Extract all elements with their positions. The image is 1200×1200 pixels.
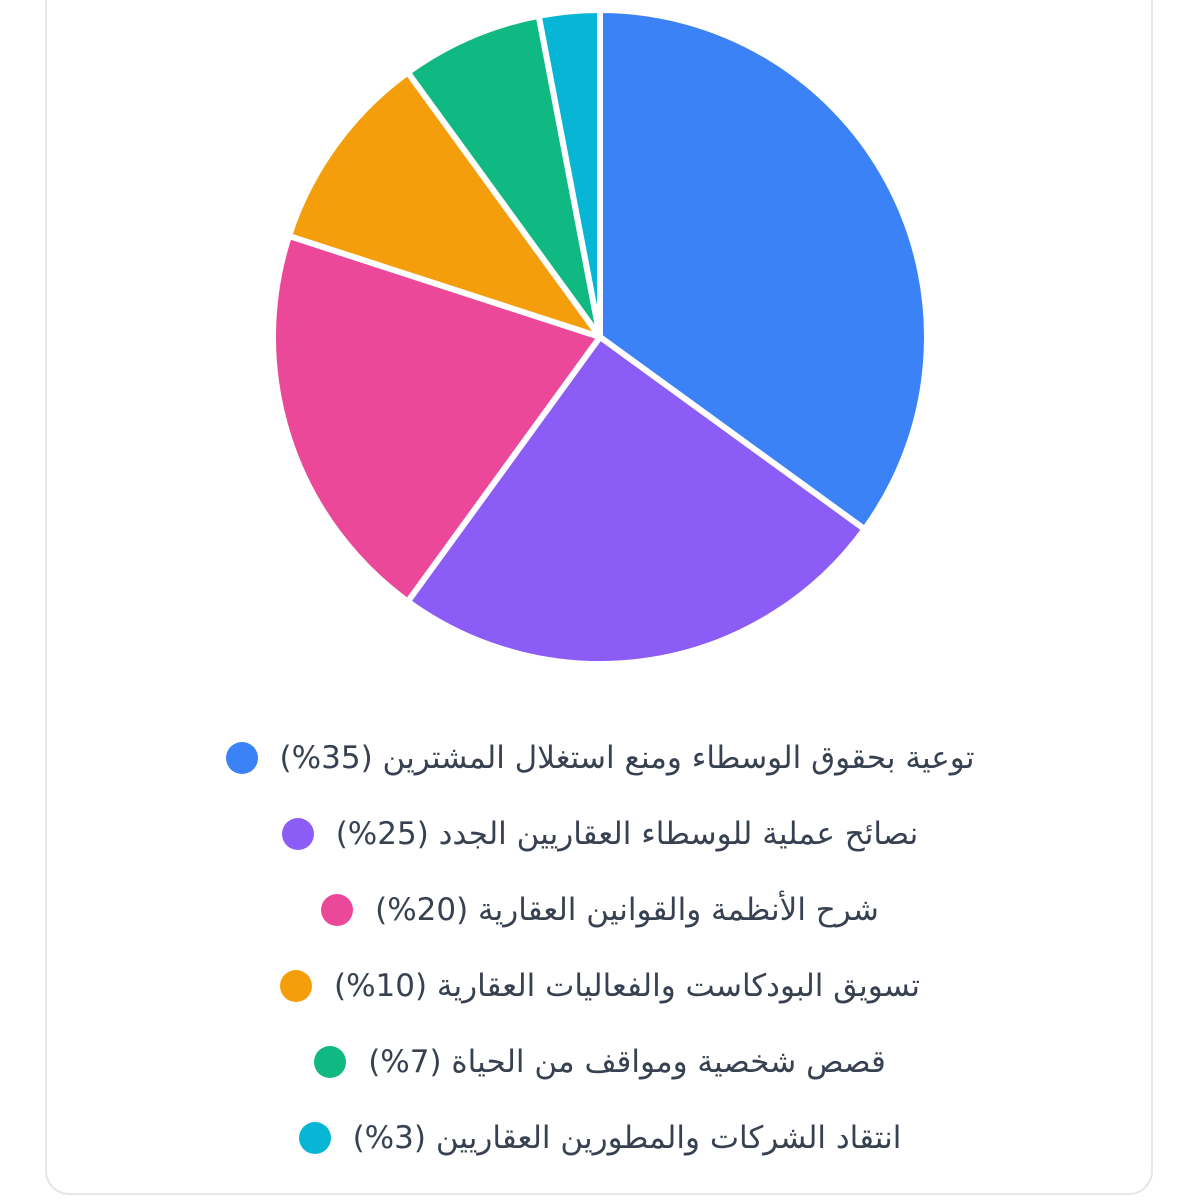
legend-label: قصص شخصية ومواقف من الحياة (7%) <box>368 1044 886 1080</box>
legend-item[interactable]: شرح الأنظمة والقوانين العقارية (20%) <box>0 872 1200 948</box>
pie-slice[interactable] <box>270 232 603 605</box>
legend-label: تسويق البودكاست والفعاليات العقارية (10%… <box>333 968 921 1004</box>
legend-swatch <box>321 894 354 926</box>
legend-label: توعية بحقوق الوسطاء ومنع استغلال المشتري… <box>279 740 975 776</box>
legend-swatch <box>279 970 312 1002</box>
legend-item[interactable]: توعية بحقوق الوسطاء ومنع استغلال المشتري… <box>0 720 1200 796</box>
legend-item[interactable]: قصص شخصية ومواقف من الحياة (7%) <box>0 1024 1200 1100</box>
legend-label: نصائح عملية للوسطاء العقاريين الجدد (25%… <box>335 816 919 852</box>
pie-slice[interactable] <box>535 7 603 340</box>
legend-swatch <box>225 742 258 774</box>
legend-label: انتقاد الشركات والمطورين العقاريين (3%) <box>352 1120 902 1156</box>
legend-item[interactable]: تسويق البودكاست والفعاليات العقارية (10%… <box>0 948 1200 1024</box>
legend-item[interactable]: نصائح عملية للوسطاء العقاريين الجدد (25%… <box>0 796 1200 872</box>
chart-legend: توعية بحقوق الوسطاء ومنع استغلال المشتري… <box>0 720 1200 1176</box>
legend-swatch <box>314 1046 347 1078</box>
pie-slice[interactable] <box>597 7 930 533</box>
legend-swatch <box>281 818 314 850</box>
legend-swatch <box>298 1122 331 1154</box>
pie-chart <box>270 7 930 667</box>
legend-item[interactable]: انتقاد الشركات والمطورين العقاريين (3%) <box>0 1100 1200 1176</box>
legend-label: شرح الأنظمة والقوانين العقارية (20%) <box>375 892 879 928</box>
pie-slice[interactable] <box>404 334 868 667</box>
pie-slice[interactable] <box>286 69 603 340</box>
